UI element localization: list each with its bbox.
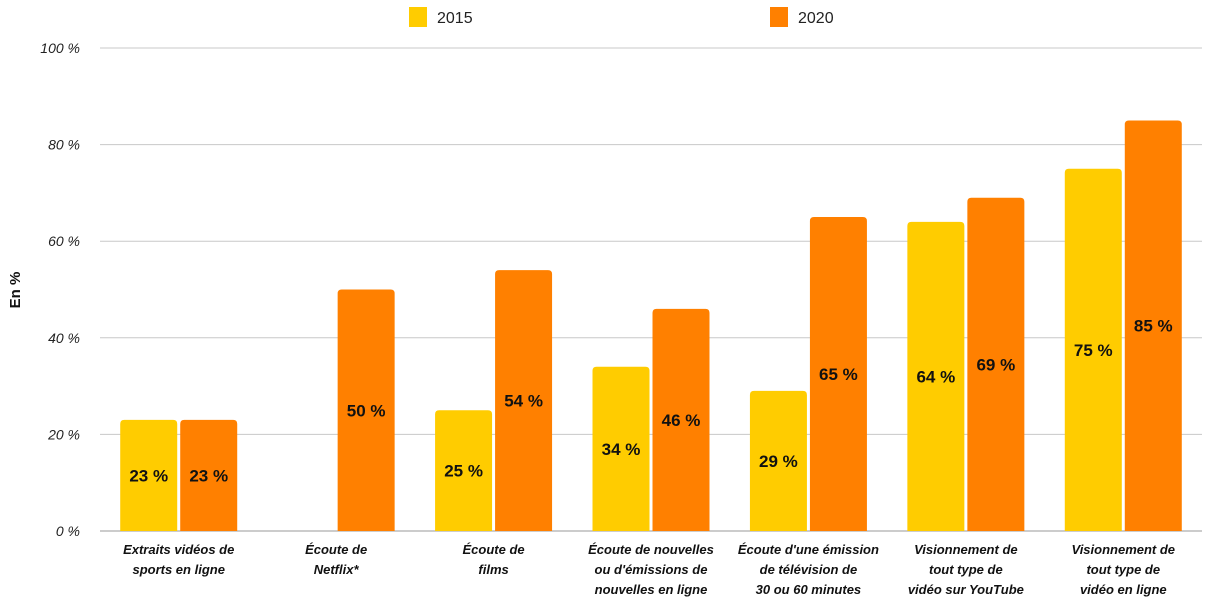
x-tick-label: de télévision de (760, 562, 858, 577)
data-label: 75 % (1074, 341, 1113, 360)
x-tick-label: Visionnement de (1072, 542, 1176, 557)
x-tick-label: films (478, 562, 508, 577)
x-tick-label: tout type de (1086, 562, 1160, 577)
bar-2015 (907, 221, 965, 531)
y-axis-ticks: 0 % 20 % 40 % 60 % 80 % 100 % (40, 40, 80, 539)
bar-2020 (809, 217, 867, 532)
y-tick-label: 0 % (56, 523, 80, 539)
bar-2020 (652, 308, 710, 531)
x-tick-label: Écoute de (305, 542, 367, 557)
x-tick-label: Écoute de (463, 542, 525, 557)
bar-2020 (967, 197, 1025, 532)
legend-swatch (409, 7, 427, 27)
bar-2015 (749, 390, 807, 531)
data-label: 54 % (504, 392, 543, 411)
y-tick-label: 100 % (40, 40, 80, 56)
x-tick-label: nouvelles en ligne (595, 582, 708, 597)
x-tick-label: Visionnement de (914, 542, 1018, 557)
bar-2015 (435, 410, 493, 531)
x-tick-label: Écoute de nouvelles (588, 542, 714, 557)
y-tick-label: 80 % (48, 137, 80, 153)
data-label: 69 % (976, 355, 1015, 374)
data-label: 64 % (916, 367, 955, 386)
legend: 2015 2020 (409, 7, 834, 27)
x-tick-label: tout type de (929, 562, 1003, 577)
x-tick-label: ou d'émissions de (595, 562, 708, 577)
y-tick-label: 60 % (48, 233, 80, 249)
data-label: 85 % (1134, 317, 1173, 336)
data-label: 25 % (444, 462, 483, 481)
data-label: 50 % (347, 401, 386, 420)
bar-2015 (1064, 168, 1122, 531)
x-axis-categories: Extraits vidéos de sports en ligne Écoute … (123, 542, 1175, 597)
data-label: 29 % (759, 452, 798, 471)
gridlines (100, 47, 1202, 532)
bar-2015 (592, 366, 650, 531)
bar-2020 (495, 270, 553, 531)
x-tick-label: Extraits vidéos de (123, 542, 234, 557)
x-tick-label: sports en ligne (132, 562, 224, 577)
y-tick-label: 20 % (47, 426, 80, 442)
data-label: 23 % (189, 466, 228, 485)
bar-2020 (1124, 120, 1182, 531)
data-label: 34 % (602, 440, 641, 459)
bar-2020 (337, 289, 395, 531)
x-tick-label: Netflix* (314, 562, 360, 577)
x-tick-label: 30 ou 60 minutes (756, 582, 861, 597)
legend-label: 2020 (798, 10, 834, 27)
x-tick-label: vidéo en ligne (1080, 582, 1167, 597)
data-label: 65 % (819, 365, 858, 384)
x-tick-label: Écoute d'une émission (738, 542, 879, 557)
y-axis-label: En % (7, 272, 24, 309)
bars (120, 120, 1182, 532)
x-tick-label: vidéo sur YouTube (908, 582, 1024, 597)
bar-2015 (120, 419, 178, 531)
legend-label: 2015 (437, 10, 473, 27)
bar-labels: 23 % 23 % 50 % 25 % 54 % 34 % 46 % 29 % 65 % 64 %… (129, 317, 1172, 486)
y-tick-label: 40 % (48, 330, 80, 346)
legend-swatch (770, 7, 788, 27)
data-label: 46 % (662, 411, 701, 430)
bar-2020 (180, 419, 238, 531)
data-label: 23 % (129, 466, 168, 485)
